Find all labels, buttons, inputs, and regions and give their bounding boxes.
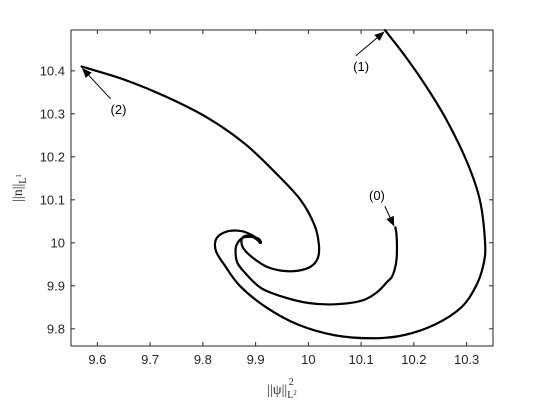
- annotation-label-2: (2): [111, 102, 127, 117]
- x-tick-label: 10.2: [401, 352, 426, 367]
- y-axis-ticks: 9.8 9.9 10 10.1 10.2 10.3 10.4: [40, 63, 493, 336]
- y-axis-label-base: ||n||: [11, 184, 26, 202]
- y-tick-label: 9.9: [47, 278, 65, 293]
- x-tick-label: 9.6: [88, 352, 106, 367]
- x-axis-label-sup: 2: [289, 377, 294, 388]
- y-axis-label-sub-sup: 1: [15, 174, 23, 178]
- annotation-label-1: (1): [353, 59, 369, 74]
- x-tick-label: 10.3: [454, 352, 479, 367]
- y-tick-label: 10.4: [40, 63, 65, 78]
- y-axis-label-sub-base: L: [18, 178, 29, 184]
- trajectory-curves: [80, 28, 487, 340]
- x-tick-label: 10.1: [348, 352, 373, 367]
- x-axis-label-base: ||ψ||: [267, 383, 287, 398]
- y-tick-label: 9.8: [47, 321, 65, 336]
- x-axis-label-sub-base: L: [287, 390, 293, 401]
- y-tick-label: 10.3: [40, 106, 65, 121]
- x-tick-label: 9.9: [247, 352, 265, 367]
- y-tick-label: 10: [51, 235, 65, 250]
- annotations: (0) (1) (2): [81, 31, 395, 227]
- x-tick-label: 9.8: [194, 352, 212, 367]
- x-tick-label: 10: [301, 352, 315, 367]
- x-tick-label: 9.7: [141, 352, 159, 367]
- axes-box: [70, 29, 494, 347]
- annotation-label-0: (0): [369, 188, 385, 203]
- annotation-arrow-0: [384, 206, 395, 227]
- trajectory-line-2: [80, 65, 321, 273]
- y-axis-label: ||n||L1: [11, 174, 29, 202]
- y-tick-label: 10.1: [40, 192, 65, 207]
- x-axis-ticks: 9.6 9.7 9.8 9.9 10 10.1 10.2 10.3: [88, 30, 479, 367]
- annotation-arrow-1: [355, 31, 385, 57]
- annotation-arrow-2: [81, 67, 111, 100]
- x-axis-label-sub-sup: 2: [293, 389, 297, 397]
- trajectory-line-1: [213, 28, 487, 340]
- x-axis-label: ||ψ||L22: [267, 377, 297, 401]
- y-tick-label: 10.2: [40, 149, 65, 164]
- plot-background: [71, 30, 493, 346]
